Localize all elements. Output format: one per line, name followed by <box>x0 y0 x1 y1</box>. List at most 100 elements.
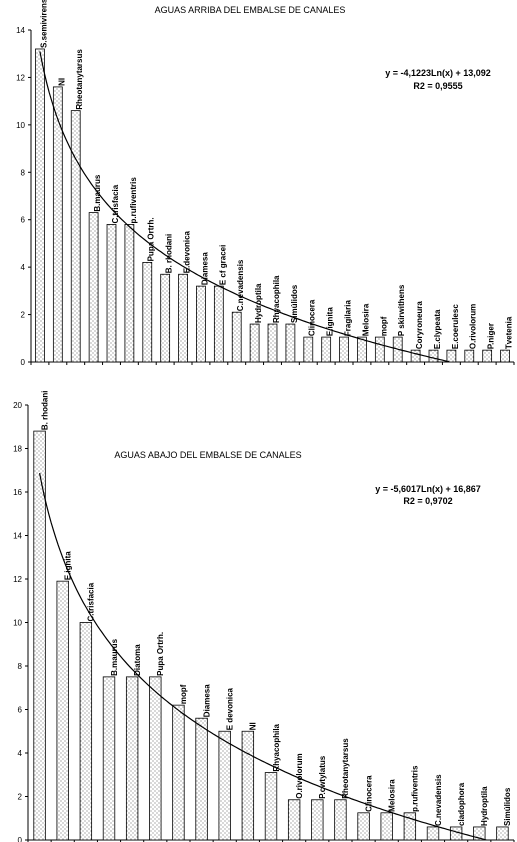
r-squared: R2 = 0,9702 <box>403 496 452 506</box>
bar-category-label: E.devonica <box>183 230 192 273</box>
bar <box>500 349 510 363</box>
bar-category-label: E.ignita <box>64 551 73 580</box>
bar-category-label: P.niger <box>487 323 496 349</box>
bar <box>303 336 314 363</box>
bar <box>79 622 93 841</box>
bar-category-label: Fragilaria <box>344 300 353 337</box>
bar <box>160 273 171 363</box>
bar-category-label: Coryroneura <box>415 301 424 350</box>
bar-category-label: Melosira <box>361 303 370 336</box>
bar-category-label: S.semivirens <box>39 0 48 48</box>
bar <box>218 730 231 841</box>
bar <box>446 349 457 363</box>
y-tick-label: 18 <box>13 445 22 454</box>
bar <box>178 273 188 363</box>
y-tick-label: 4 <box>18 749 23 758</box>
y-tick-label: 6 <box>21 216 26 225</box>
bar-category-label: Diamesa <box>200 252 209 285</box>
bar <box>374 336 385 363</box>
bar-category-label: Diatoma <box>133 644 142 676</box>
bar-category-label: P.cwtylatus <box>318 755 327 799</box>
trend-line <box>39 472 487 841</box>
bar <box>339 336 349 363</box>
bar-category-label: C.nevadensis <box>236 259 245 311</box>
chart-downstream: AGUAS ABAJO DEL EMBALSE DE CANALES y = -… <box>13 391 515 842</box>
y-tick-label: 6 <box>18 706 23 715</box>
bar <box>285 323 296 363</box>
bar <box>311 799 324 841</box>
bar-category-label: Pupa Ortrh. <box>147 217 156 261</box>
bar-category-label: E.coerulesc <box>451 304 460 349</box>
bar <box>249 323 260 363</box>
bar <box>56 580 69 841</box>
bar <box>52 86 63 363</box>
bar-category-label: NI <box>57 78 66 86</box>
y-tick-label: 12 <box>13 575 22 584</box>
chart-title: AGUAS ARRIBA DEL EMBALSE DE CANALES <box>155 5 346 15</box>
y-tick-label: 4 <box>21 263 26 272</box>
bar-category-label: Pupa Ortrh. <box>156 632 165 676</box>
bar-category-label: C.nevadensis <box>434 774 443 826</box>
trend-equation: y = -5,6017Ln(x) + 16,867 <box>375 484 481 494</box>
trend-equation: y = -4,1223Ln(x) + 13,092 <box>385 68 491 78</box>
bar-category-label: E devonica <box>226 687 235 730</box>
bar-category-label: Clinocera <box>308 299 317 336</box>
bar <box>357 812 370 841</box>
bar-category-label: E cf gracei <box>218 245 227 285</box>
bar-category-label: Simúlidos <box>290 284 299 323</box>
y-tick-label: 10 <box>13 619 22 628</box>
bar <box>403 812 417 841</box>
bar-category-label: C.trisfacia <box>111 184 120 223</box>
bar-category-label: Rheotanytarsus <box>75 49 84 110</box>
bar-category-label: O.rivolorum <box>295 753 304 798</box>
y-tick-label: 8 <box>21 168 26 177</box>
y-tick-label: 14 <box>13 532 22 541</box>
bar <box>124 224 135 363</box>
bar <box>264 772 278 841</box>
bar-category-label: Hydroptila <box>480 786 489 826</box>
y-tick-label: 16 <box>13 488 22 497</box>
bar <box>482 349 493 363</box>
bar <box>70 110 81 363</box>
y-tick-label: 20 <box>13 401 22 410</box>
bar-category-label: B.maurus <box>110 638 119 675</box>
y-tick-label: 10 <box>16 121 25 130</box>
bar-category-label: Simúlidos <box>503 787 512 826</box>
bar <box>428 349 439 363</box>
bar <box>426 826 440 841</box>
bar-category-label: Diamesa <box>202 684 211 717</box>
bar-category-label: E.clypeata <box>433 309 442 349</box>
bar-category-label: C.trisfacia <box>87 582 96 621</box>
bar <box>172 704 185 841</box>
y-tick-label: 2 <box>21 311 26 320</box>
bar-category-label: Rheotanytarsus <box>341 738 350 799</box>
bar <box>88 212 99 363</box>
bar <box>241 730 255 841</box>
bar <box>267 323 278 363</box>
bar-category-label: cladophora <box>457 782 466 826</box>
y-tick-label: 0 <box>21 358 26 367</box>
bar <box>410 349 421 363</box>
bar <box>149 676 162 841</box>
bar <box>125 676 139 841</box>
bar <box>142 261 153 363</box>
bar-category-label: Melosira <box>388 779 397 812</box>
bar-category-label: O.rivolorum <box>469 304 478 349</box>
bar <box>33 430 46 841</box>
bar <box>195 717 208 841</box>
bar-category-label: mopf <box>179 684 188 704</box>
bar-category-label: B. rhodani <box>165 234 174 274</box>
bar-category-label: Tvetenia <box>505 316 514 349</box>
bar <box>334 799 347 841</box>
bar <box>35 48 45 363</box>
chart-title: AGUAS ABAJO DEL EMBALSE DE CANALES <box>114 450 301 460</box>
bar-category-label: Hydroptila <box>254 283 263 323</box>
r-squared: R2 = 0,9555 <box>413 81 462 91</box>
bar <box>196 285 206 363</box>
y-tick-label: 12 <box>16 73 25 82</box>
bar <box>380 812 393 841</box>
bar-category-label: mopf <box>379 316 388 336</box>
y-tick-label: 14 <box>16 26 25 35</box>
bar <box>473 826 486 841</box>
